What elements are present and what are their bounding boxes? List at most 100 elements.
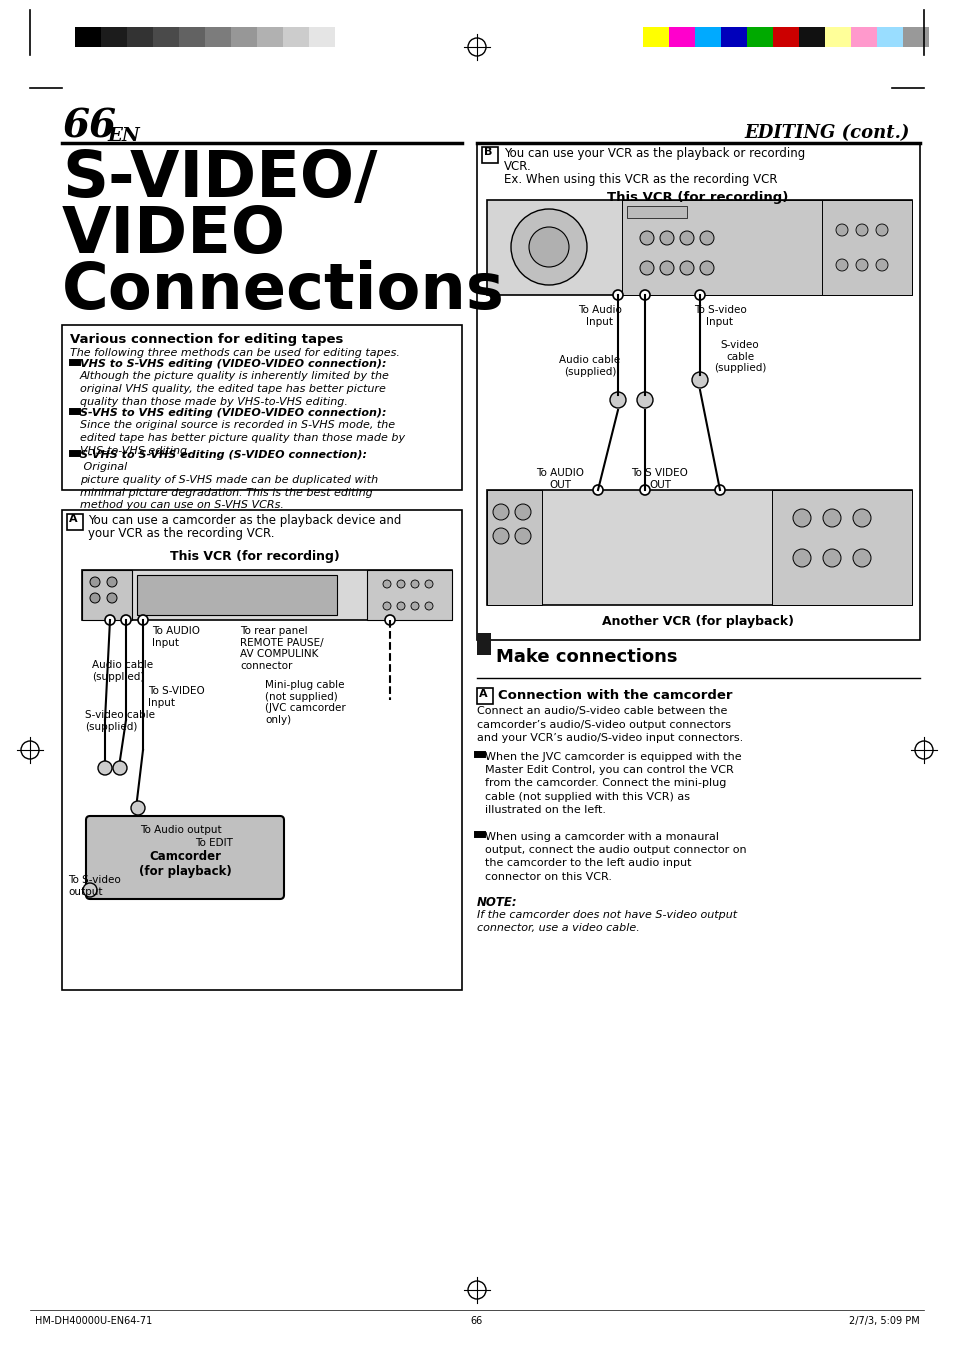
Circle shape — [90, 593, 100, 603]
Bar — [642, 27, 668, 47]
Circle shape — [90, 577, 100, 586]
Text: Connection with the camcorder: Connection with the camcorder — [497, 689, 732, 703]
Circle shape — [411, 580, 418, 588]
Bar — [476, 688, 493, 704]
Circle shape — [593, 485, 602, 494]
Text: Various connection for editing tapes: Various connection for editing tapes — [70, 332, 343, 346]
Circle shape — [855, 259, 867, 272]
Circle shape — [639, 290, 649, 300]
Circle shape — [852, 549, 870, 567]
Text: HM-DH40000U-EN64-71: HM-DH40000U-EN64-71 — [35, 1316, 152, 1325]
Bar — [179, 27, 205, 47]
Bar — [902, 27, 928, 47]
Bar — [82, 570, 452, 620]
Circle shape — [822, 549, 841, 567]
Circle shape — [493, 504, 509, 520]
Bar — [486, 490, 911, 605]
Bar — [231, 27, 256, 47]
Text: Although the picture quality is inherently limited by the
original VHS quality, : Although the picture quality is inherent… — [80, 372, 390, 407]
Bar — [127, 27, 152, 47]
Text: VCR.: VCR. — [503, 159, 531, 173]
Text: To Audio output: To Audio output — [140, 825, 221, 835]
Bar — [152, 27, 179, 47]
Text: To Audio
Input: To Audio Input — [578, 305, 621, 327]
Bar — [101, 27, 127, 47]
Bar — [335, 27, 360, 47]
Circle shape — [138, 615, 148, 626]
Bar — [626, 205, 686, 218]
Bar — [283, 27, 309, 47]
Circle shape — [382, 580, 391, 588]
Bar — [82, 570, 132, 620]
Circle shape — [107, 593, 117, 603]
Bar — [876, 27, 902, 47]
Text: Audio cable
(supplied): Audio cable (supplied) — [91, 661, 153, 682]
Circle shape — [659, 261, 673, 276]
Circle shape — [639, 231, 654, 245]
Text: EN: EN — [107, 127, 139, 145]
Circle shape — [112, 761, 127, 775]
Bar — [476, 143, 919, 640]
Circle shape — [875, 259, 887, 272]
Text: S-VHS to S-VHS editing (S-VIDEO connection):: S-VHS to S-VHS editing (S-VIDEO connecti… — [80, 450, 367, 459]
Text: When the JVC camcorder is equipped with the
Master Edit Control, you can control: When the JVC camcorder is equipped with … — [484, 753, 740, 815]
Circle shape — [679, 231, 693, 245]
Text: NOTE:: NOTE: — [476, 896, 517, 909]
Bar — [821, 200, 911, 295]
Bar — [746, 27, 772, 47]
Text: To S-video
output: To S-video output — [68, 875, 121, 897]
Bar — [668, 27, 695, 47]
Circle shape — [700, 261, 713, 276]
Circle shape — [396, 603, 405, 611]
Text: your VCR as the recording VCR.: your VCR as the recording VCR. — [88, 527, 274, 540]
Circle shape — [396, 580, 405, 588]
Bar — [695, 27, 720, 47]
Text: To S-VIDEO
Input: To S-VIDEO Input — [148, 686, 205, 708]
Text: S-video
cable
(supplied): S-video cable (supplied) — [713, 340, 765, 373]
Text: Original
picture quality of S-VHS made can be duplicated with
minimal picture de: Original picture quality of S-VHS made c… — [80, 462, 377, 511]
Text: VIDEO: VIDEO — [62, 204, 286, 266]
Circle shape — [515, 528, 531, 544]
Text: When using a camcorder with a monaural
output, connect the audio output connecto: When using a camcorder with a monaural o… — [484, 832, 746, 882]
Circle shape — [852, 509, 870, 527]
Circle shape — [613, 290, 622, 300]
Text: This VCR (for recording): This VCR (for recording) — [170, 550, 339, 563]
Text: Audio cable
(supplied): Audio cable (supplied) — [558, 355, 619, 377]
Bar — [486, 490, 541, 605]
Bar — [621, 200, 871, 295]
Circle shape — [639, 485, 649, 494]
Text: Since the original source is recorded in S-VHS mode, the
edited tape has better : Since the original source is recorded in… — [80, 420, 405, 455]
Text: This VCR (for recording): This VCR (for recording) — [607, 190, 788, 204]
Text: 66: 66 — [62, 108, 116, 146]
Text: If the camcorder does not have S-video output
connector, use a video cable.: If the camcorder does not have S-video o… — [476, 911, 737, 934]
Circle shape — [529, 227, 568, 267]
Text: Camcorder
(for playback): Camcorder (for playback) — [138, 850, 232, 878]
Circle shape — [691, 372, 707, 388]
Text: Connections: Connections — [62, 259, 504, 322]
Circle shape — [107, 577, 117, 586]
Text: A: A — [478, 689, 487, 698]
Circle shape — [511, 209, 586, 285]
Text: To rear panel
REMOTE PAUSE/
AV COMPULINK
connector: To rear panel REMOTE PAUSE/ AV COMPULINK… — [240, 626, 323, 671]
Circle shape — [659, 231, 673, 245]
Circle shape — [822, 509, 841, 527]
Circle shape — [875, 224, 887, 236]
Circle shape — [385, 615, 395, 626]
Bar — [824, 27, 850, 47]
Text: To AUDIO
Input: To AUDIO Input — [152, 626, 200, 647]
Bar — [481, 147, 497, 163]
Text: To EDIT: To EDIT — [194, 838, 233, 848]
Bar — [137, 576, 336, 615]
Text: Another VCR (for playback): Another VCR (for playback) — [601, 615, 793, 628]
Bar — [367, 570, 452, 620]
Text: You can use your VCR as the playback or recording: You can use your VCR as the playback or … — [503, 147, 804, 159]
Circle shape — [131, 801, 145, 815]
Text: S-VIDEO/: S-VIDEO/ — [62, 149, 377, 209]
Text: VHS to S-VHS editing (VIDEO-VIDEO connection):: VHS to S-VHS editing (VIDEO-VIDEO connec… — [80, 359, 386, 369]
Circle shape — [714, 485, 724, 494]
Bar — [772, 27, 799, 47]
Circle shape — [105, 615, 115, 626]
Circle shape — [637, 392, 652, 408]
Circle shape — [83, 884, 97, 897]
Circle shape — [695, 290, 704, 300]
